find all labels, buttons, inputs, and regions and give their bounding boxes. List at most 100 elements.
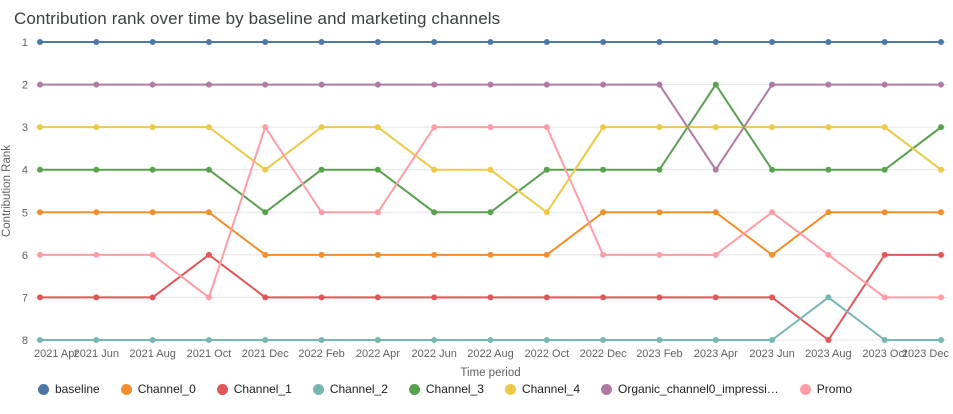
series-marker-channel-4[interactable] <box>431 166 438 173</box>
series-marker-channel-4[interactable] <box>37 124 43 131</box>
series-marker-channel-2[interactable] <box>881 337 888 343</box>
series-marker-channel-0[interactable] <box>600 209 607 216</box>
series-marker-organic-channel0-impressi[interactable] <box>769 81 776 88</box>
series-marker-channel-4[interactable] <box>318 124 325 131</box>
series-marker-baseline[interactable] <box>318 39 325 45</box>
series-marker-channel-3[interactable] <box>600 166 607 173</box>
series-marker-channel-3[interactable] <box>881 166 888 173</box>
series-marker-promo[interactable] <box>543 124 550 131</box>
series-marker-channel-1[interactable] <box>205 251 212 258</box>
series-marker-channel-2[interactable] <box>374 337 381 343</box>
series-marker-baseline[interactable] <box>37 39 43 45</box>
series-marker-organic-channel0-impressi[interactable] <box>825 81 832 88</box>
series-marker-organic-channel0-impressi[interactable] <box>487 81 494 88</box>
series-marker-channel-1[interactable] <box>374 294 381 301</box>
series-marker-channel-0[interactable] <box>149 209 156 216</box>
series-marker-channel-3[interactable] <box>769 166 776 173</box>
series-marker-channel-1[interactable] <box>712 294 719 301</box>
series-marker-promo[interactable] <box>262 124 269 131</box>
series-marker-promo[interactable] <box>93 251 100 258</box>
series-marker-organic-channel0-impressi[interactable] <box>600 81 607 88</box>
series-marker-channel-1[interactable] <box>600 294 607 301</box>
legend-item-channel-4[interactable]: Channel_4 <box>504 382 580 396</box>
series-marker-channel-4[interactable] <box>881 124 888 131</box>
series-marker-channel-4[interactable] <box>93 124 100 131</box>
series-marker-promo[interactable] <box>712 251 719 258</box>
series-marker-channel-3[interactable] <box>938 124 944 131</box>
series-marker-channel-4[interactable] <box>149 124 156 131</box>
series-marker-baseline[interactable] <box>712 39 719 45</box>
series-marker-promo[interactable] <box>825 251 832 258</box>
series-marker-channel-2[interactable] <box>149 337 156 343</box>
series-marker-channel-2[interactable] <box>37 337 43 343</box>
series-marker-promo[interactable] <box>938 294 944 301</box>
series-marker-channel-4[interactable] <box>712 124 719 131</box>
series-marker-promo[interactable] <box>769 209 776 216</box>
legend-item-channel-2[interactable]: Channel_2 <box>312 382 388 396</box>
series-marker-channel-1[interactable] <box>431 294 438 301</box>
series-marker-channel-0[interactable] <box>431 251 438 258</box>
series-marker-channel-0[interactable] <box>93 209 100 216</box>
series-marker-channel-0[interactable] <box>487 251 494 258</box>
series-marker-channel-1[interactable] <box>262 294 269 301</box>
series-marker-organic-channel0-impressi[interactable] <box>318 81 325 88</box>
series-marker-promo[interactable] <box>656 251 663 258</box>
series-marker-organic-channel0-impressi[interactable] <box>712 166 719 173</box>
series-marker-channel-1[interactable] <box>37 294 43 301</box>
series-marker-organic-channel0-impressi[interactable] <box>374 81 381 88</box>
series-marker-promo[interactable] <box>600 251 607 258</box>
series-marker-baseline[interactable] <box>656 39 663 45</box>
series-marker-channel-1[interactable] <box>543 294 550 301</box>
series-marker-channel-2[interactable] <box>431 337 438 343</box>
series-marker-organic-channel0-impressi[interactable] <box>93 81 100 88</box>
series-marker-channel-3[interactable] <box>149 166 156 173</box>
series-marker-promo[interactable] <box>487 124 494 131</box>
series-marker-channel-0[interactable] <box>205 209 212 216</box>
series-marker-channel-0[interactable] <box>318 251 325 258</box>
series-marker-promo[interactable] <box>374 209 381 216</box>
series-marker-channel-4[interactable] <box>938 166 944 173</box>
series-marker-channel-4[interactable] <box>825 124 832 131</box>
series-marker-baseline[interactable] <box>938 39 944 45</box>
series-marker-channel-0[interactable] <box>769 251 776 258</box>
series-marker-organic-channel0-impressi[interactable] <box>149 81 156 88</box>
series-marker-channel-2[interactable] <box>712 337 719 343</box>
series-marker-channel-0[interactable] <box>37 209 43 216</box>
series-marker-channel-4[interactable] <box>769 124 776 131</box>
series-marker-channel-4[interactable] <box>487 166 494 173</box>
series-marker-channel-4[interactable] <box>656 124 663 131</box>
series-marker-promo[interactable] <box>881 294 888 301</box>
series-marker-channel-1[interactable] <box>93 294 100 301</box>
series-marker-organic-channel0-impressi[interactable] <box>37 81 43 88</box>
series-marker-channel-3[interactable] <box>712 81 719 88</box>
legend-item-channel-0[interactable]: Channel_0 <box>120 382 196 396</box>
series-marker-promo[interactable] <box>318 209 325 216</box>
series-marker-channel-3[interactable] <box>37 166 43 173</box>
series-marker-baseline[interactable] <box>769 39 776 45</box>
series-marker-channel-2[interactable] <box>825 294 832 301</box>
series-marker-channel-2[interactable] <box>769 337 776 343</box>
series-marker-organic-channel0-impressi[interactable] <box>938 81 944 88</box>
series-marker-baseline[interactable] <box>262 39 269 45</box>
series-marker-organic-channel0-impressi[interactable] <box>543 81 550 88</box>
series-marker-baseline[interactable] <box>374 39 381 45</box>
legend-item-channel-3[interactable]: Channel_3 <box>408 382 484 396</box>
series-marker-channel-3[interactable] <box>656 166 663 173</box>
series-marker-channel-0[interactable] <box>374 251 381 258</box>
series-marker-channel-0[interactable] <box>262 251 269 258</box>
series-marker-organic-channel0-impressi[interactable] <box>262 81 269 88</box>
legend-item-baseline[interactable]: baseline <box>38 382 100 396</box>
series-marker-channel-3[interactable] <box>543 166 550 173</box>
series-marker-baseline[interactable] <box>149 39 156 45</box>
series-marker-promo[interactable] <box>37 251 43 258</box>
series-marker-baseline[interactable] <box>600 39 607 45</box>
series-marker-baseline[interactable] <box>543 39 550 45</box>
series-marker-channel-1[interactable] <box>769 294 776 301</box>
series-marker-channel-3[interactable] <box>487 209 494 216</box>
series-marker-baseline[interactable] <box>825 39 832 45</box>
series-marker-organic-channel0-impressi[interactable] <box>431 81 438 88</box>
series-marker-channel-1[interactable] <box>938 251 944 258</box>
series-marker-channel-3[interactable] <box>825 166 832 173</box>
series-marker-channel-2[interactable] <box>262 337 269 343</box>
series-marker-channel-1[interactable] <box>487 294 494 301</box>
